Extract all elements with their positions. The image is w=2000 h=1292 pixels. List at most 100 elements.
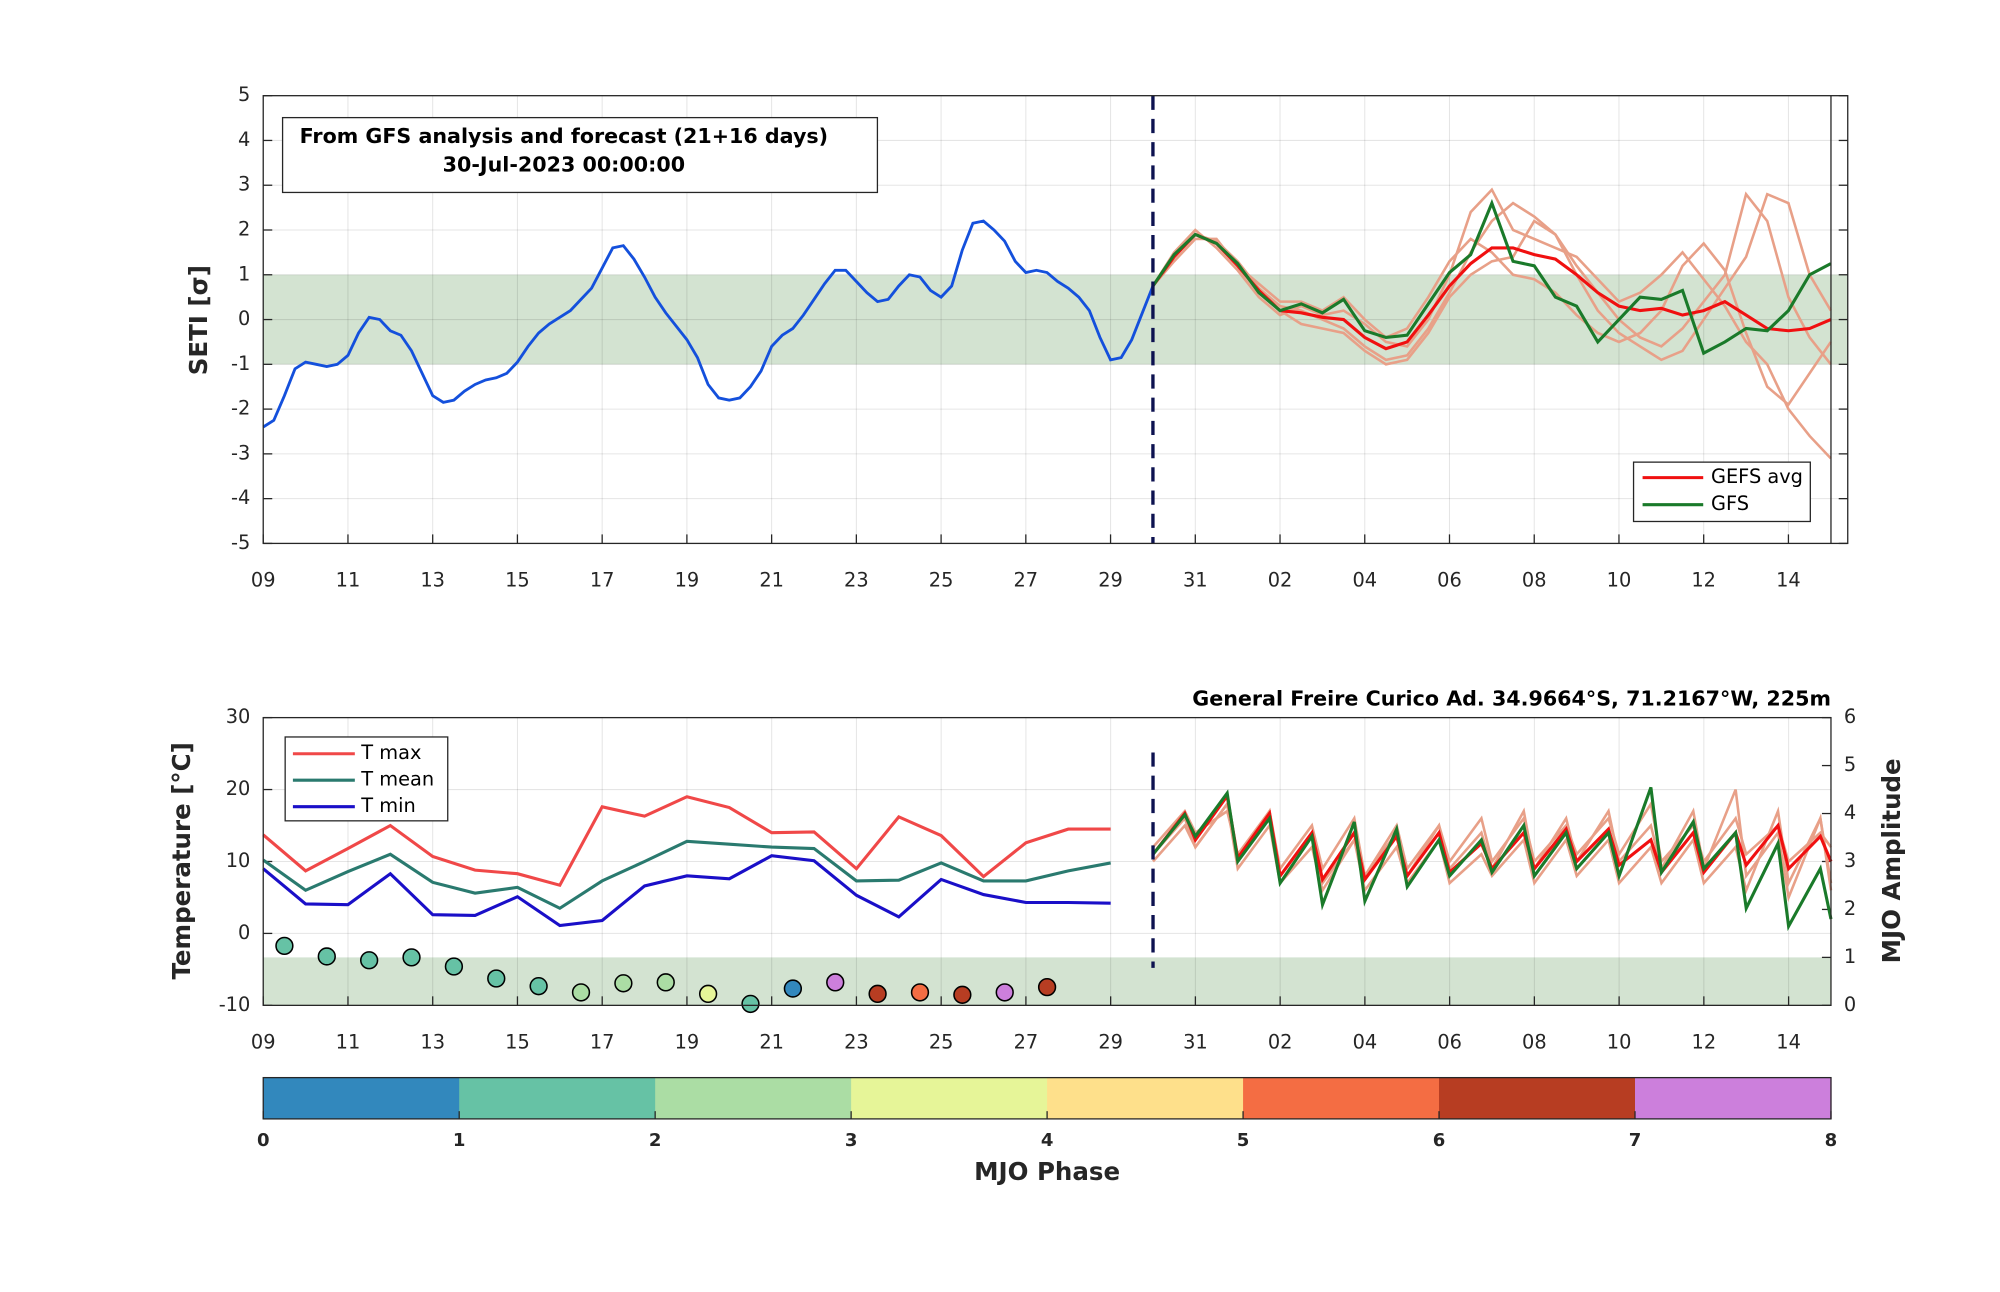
y-tick-label: 2 [238,218,250,241]
x-tick-label: 13 [420,1030,445,1053]
colorbar-bin [655,1077,852,1119]
x-tick-label: 06 [1437,1030,1462,1053]
x-tick-label: 10 [1607,1030,1632,1053]
y-tick-label: 5 [238,83,250,106]
colorbar-bin [1047,1077,1244,1119]
mjo-dot [783,979,803,998]
x-tick-label: 08 [1522,1030,1547,1053]
legend-label: GEFS avg [1711,465,1803,488]
x-tick-label: 19 [675,568,700,591]
annotation: From GFS analysis and forecast (21+16 da… [300,124,828,148]
colorbar-bin [263,1077,460,1119]
mjo-dot [910,983,930,1002]
mjo-dot [529,977,548,996]
x-tick-label: 25 [929,1030,954,1053]
x-tick-label: 15 [505,568,530,591]
y2-tick-label: 5 [1844,753,1856,776]
plot-frame [262,95,1849,545]
mjo-dot [317,947,336,966]
y-tick-label: -1 [231,352,250,375]
x-tick-label: 21 [759,1030,784,1053]
x-tick-label: 02 [1268,568,1293,591]
mjo-dot [402,948,421,967]
x-tick-label: 17 [590,568,615,591]
mjo-dot [953,985,972,1004]
y2-axis-label: MJO Amplitude [1877,758,1906,963]
mjo-dot [614,974,633,993]
colorbar-bin [1635,1077,1832,1119]
y-tick-label: 4 [238,128,250,151]
x-tick-label: 11 [336,1030,361,1053]
y-tick-label: 20 [226,777,251,800]
y-tick-label: 0 [238,307,250,330]
y-axis-label: SETI [σ] [184,265,213,375]
series-line [262,839,1111,911]
x-tick-label: 09 [251,568,276,591]
x-tick-label: 27 [1014,1030,1039,1053]
mjo-dot [868,984,887,1004]
colorbar-bin [1439,1077,1636,1119]
y-tick-label: 3 [238,173,250,196]
y-tick-label: 0 [238,921,250,944]
colorbar-tick-label: 6 [1433,1130,1446,1151]
x-tick-label: 11 [336,568,361,591]
x-tick-label: 27 [1014,568,1039,591]
x-tick-label: 08 [1522,568,1547,591]
colorbar-tick-label: 1 [453,1130,466,1151]
y-tick-label: 10 [226,849,251,872]
y2-tick-label: 3 [1844,849,1856,872]
ensemble-line [1151,232,1832,407]
legend-box [1632,461,1811,523]
legend-label: GFS [1711,492,1749,515]
colorbar-label: MJO Phase [974,1157,1120,1186]
legend-label: T min [360,794,415,817]
legend-label: T mean [360,768,434,791]
x-tick-label: 19 [675,1030,700,1053]
x-tick-label: 29 [1098,568,1123,591]
y-tick-label: 30 [226,705,251,728]
colorbar-tick-label: 2 [649,1130,662,1151]
mjo-dot [275,936,294,956]
x-tick-label: 21 [759,568,784,591]
x-tick-label: 31 [1183,1030,1208,1053]
colorbar-bin [851,1077,1048,1119]
mjo-dot [698,984,718,1004]
x-tick-label: 14 [1776,1030,1801,1053]
x-tick-label: 14 [1776,568,1801,591]
mjo-dot [571,983,591,1002]
legend-label: T max [360,741,421,764]
mjo-dot [741,994,760,1014]
x-tick-label: 23 [844,568,869,591]
mjo-dot [487,969,506,988]
x-tick-label: 29 [1098,1030,1123,1053]
colorbar-bin [459,1077,656,1119]
x-tick-label: 06 [1437,568,1462,591]
y-axis-label: Temperature [°C] [167,742,196,979]
x-tick-label: 12 [1691,568,1716,591]
colorbar-bin [1243,1077,1440,1119]
y2-tick-label: 6 [1844,705,1856,728]
x-tick-label: 31 [1183,568,1208,591]
x-tick-label: 04 [1352,568,1377,591]
y-tick-label: -2 [231,397,250,420]
x-tick-label: 04 [1353,1030,1378,1053]
x-tick-label: 09 [251,1030,276,1053]
mjo-dot [359,951,379,970]
forecast-line [1151,786,1833,932]
y2-tick-label: 0 [1844,993,1856,1016]
x-tick-label: 10 [1607,568,1632,591]
plot-frame [262,716,1832,1006]
y2-tick-label: 2 [1844,897,1856,920]
x-tick-label: 17 [590,1030,615,1053]
mjo-dot [656,973,675,992]
ensemble-line [1151,191,1832,366]
x-tick-label: 02 [1268,1030,1293,1053]
y-tick-label: -10 [219,993,251,1016]
series-line [1151,198,1832,356]
mjo-dot [995,983,1014,1002]
chart-title: General Freire Curico Ad. 34.9664°S, 71.… [1192,687,1831,711]
series-line [262,795,1111,888]
series-line [262,854,1111,928]
